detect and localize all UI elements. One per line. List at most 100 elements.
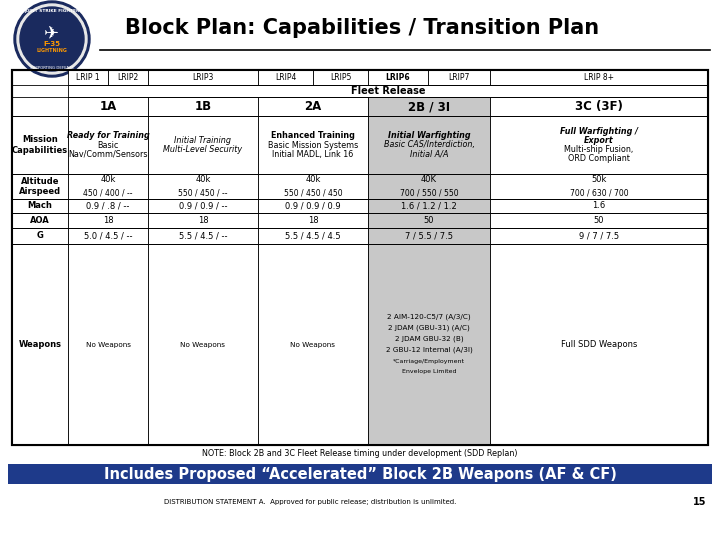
- Text: Nav/Comm/Sensors: Nav/Comm/Sensors: [68, 150, 148, 159]
- Text: 50: 50: [594, 216, 604, 225]
- Text: 700 / 550 / 550: 700 / 550 / 550: [400, 189, 459, 198]
- Bar: [148, 199, 258, 213]
- Bar: [12, 244, 68, 445]
- Bar: [148, 244, 258, 445]
- Text: Enhanced Training: Enhanced Training: [271, 132, 355, 140]
- Text: 2A: 2A: [305, 100, 322, 113]
- Text: 40K: 40K: [421, 175, 437, 184]
- Bar: [258, 174, 368, 199]
- Bar: [148, 174, 258, 199]
- Bar: [68, 116, 148, 174]
- Text: 2 AIM-120-C5/7 (A/3/C): 2 AIM-120-C5/7 (A/3/C): [387, 314, 471, 320]
- Bar: [368, 244, 490, 445]
- Text: Multi-ship Fusion,: Multi-ship Fusion,: [564, 145, 634, 154]
- Text: 18: 18: [198, 216, 208, 225]
- Text: Ready for Training: Ready for Training: [67, 132, 149, 140]
- Bar: [490, 213, 708, 228]
- Text: 18: 18: [307, 216, 318, 225]
- Bar: [12, 70, 708, 445]
- Text: 5.5 / 4.5 / --: 5.5 / 4.5 / --: [179, 232, 228, 240]
- Text: Block Plan: Capabilities / Transition Plan: Block Plan: Capabilities / Transition Pl…: [125, 18, 599, 38]
- Text: LRIP2: LRIP2: [117, 73, 139, 82]
- Text: 550 / 450 / 450: 550 / 450 / 450: [284, 189, 342, 198]
- Bar: [490, 199, 708, 213]
- Text: Includes Proposed “Accelerated” Block 2B Weapons (AF & CF): Includes Proposed “Accelerated” Block 2B…: [104, 467, 616, 482]
- Text: 5.0 / 4.5 / --: 5.0 / 4.5 / --: [84, 232, 132, 240]
- Bar: [258, 70, 313, 85]
- Text: Initial MADL, Link 16: Initial MADL, Link 16: [272, 150, 354, 159]
- Text: 1A: 1A: [99, 100, 117, 113]
- Bar: [490, 228, 708, 244]
- Bar: [68, 97, 148, 116]
- Bar: [148, 228, 258, 244]
- Text: *Carriage/Employment: *Carriage/Employment: [393, 359, 465, 363]
- Circle shape: [20, 7, 84, 71]
- Text: Basic Mission Systems: Basic Mission Systems: [268, 140, 358, 150]
- Bar: [12, 174, 68, 199]
- Text: Multi-Level Security: Multi-Level Security: [163, 145, 243, 154]
- Text: 7 / 5.5 / 7.5: 7 / 5.5 / 7.5: [405, 232, 453, 240]
- Bar: [368, 116, 490, 174]
- Text: Weapons: Weapons: [19, 340, 61, 349]
- Text: 0.9 / .8 / --: 0.9 / .8 / --: [86, 201, 130, 211]
- Text: No Weapons: No Weapons: [290, 341, 336, 348]
- Text: 1.6 / 1.2 / 1.2: 1.6 / 1.2 / 1.2: [401, 201, 457, 211]
- Text: No Weapons: No Weapons: [181, 341, 225, 348]
- Text: 1.6: 1.6: [593, 201, 606, 211]
- Text: 550 / 450 / --: 550 / 450 / --: [179, 189, 228, 198]
- Text: 0.9 / 0.9 / --: 0.9 / 0.9 / --: [179, 201, 228, 211]
- Text: AOA: AOA: [30, 216, 50, 225]
- Text: G: G: [37, 232, 43, 240]
- Text: LRIP7: LRIP7: [449, 73, 469, 82]
- Text: Initial A/A: Initial A/A: [410, 150, 449, 159]
- Bar: [258, 116, 368, 174]
- Text: Initial Warfighting: Initial Warfighting: [387, 132, 470, 140]
- Bar: [368, 213, 490, 228]
- Bar: [68, 70, 108, 85]
- Bar: [12, 228, 68, 244]
- Text: 9 / 7 / 7.5: 9 / 7 / 7.5: [579, 232, 619, 240]
- Bar: [12, 199, 68, 213]
- Text: Basic: Basic: [97, 140, 119, 150]
- Text: ✈: ✈: [45, 26, 60, 44]
- Bar: [368, 228, 490, 244]
- Bar: [68, 244, 148, 445]
- Text: LRIP4: LRIP4: [275, 73, 296, 82]
- Bar: [148, 116, 258, 174]
- Text: 3C (3F): 3C (3F): [575, 100, 623, 113]
- Text: SUPPORTING DEFENSE: SUPPORTING DEFENSE: [30, 66, 74, 70]
- Text: 40k: 40k: [195, 175, 211, 184]
- Text: 2 JDAM (GBU-31) (A/C): 2 JDAM (GBU-31) (A/C): [388, 325, 470, 331]
- Bar: [258, 213, 368, 228]
- Bar: [12, 116, 68, 174]
- Text: Initial Training: Initial Training: [174, 136, 232, 145]
- Text: Mission
Capabilities: Mission Capabilities: [12, 136, 68, 154]
- Bar: [490, 174, 708, 199]
- Text: 40k: 40k: [305, 175, 320, 184]
- Bar: [68, 228, 148, 244]
- Text: 5.5 / 4.5 / 4.5: 5.5 / 4.5 / 4.5: [285, 232, 341, 240]
- Text: 1B: 1B: [194, 100, 212, 113]
- Text: Mach: Mach: [27, 201, 53, 211]
- Bar: [490, 97, 708, 116]
- Text: LRIP 1: LRIP 1: [76, 73, 100, 82]
- Bar: [368, 70, 428, 85]
- Text: 450 / 400 / --: 450 / 400 / --: [84, 189, 132, 198]
- Bar: [368, 174, 490, 199]
- Text: LRIP3: LRIP3: [192, 73, 214, 82]
- Text: 15: 15: [693, 497, 707, 507]
- Bar: [148, 213, 258, 228]
- Text: LIGHTNING: LIGHTNING: [37, 49, 68, 53]
- Text: 50: 50: [424, 216, 434, 225]
- Text: 0.9 / 0.9 / 0.9: 0.9 / 0.9 / 0.9: [285, 201, 341, 211]
- Text: Basic CAS/Interdiction,: Basic CAS/Interdiction,: [384, 140, 474, 150]
- Text: Full SDD Weapons: Full SDD Weapons: [561, 340, 637, 349]
- Text: Envelope Limited: Envelope Limited: [402, 369, 456, 375]
- Bar: [368, 97, 490, 116]
- Bar: [258, 228, 368, 244]
- Text: 700 / 630 / 700: 700 / 630 / 700: [570, 189, 629, 198]
- Bar: [258, 97, 368, 116]
- Bar: [108, 70, 148, 85]
- Bar: [68, 85, 708, 97]
- Bar: [368, 199, 490, 213]
